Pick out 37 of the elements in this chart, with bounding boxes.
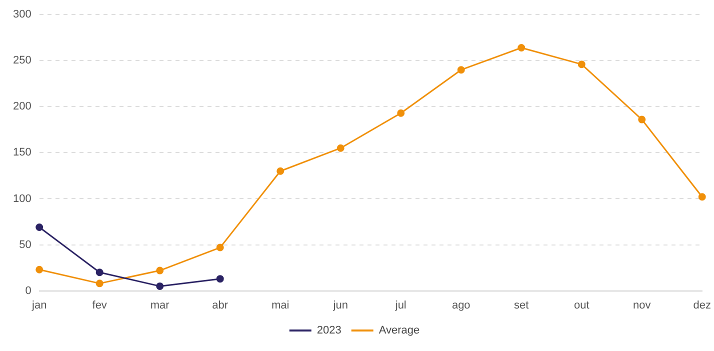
point — [96, 280, 104, 288]
x-tick-label: nov — [633, 299, 652, 312]
legend-label: 2023 — [316, 324, 342, 337]
point — [578, 60, 586, 68]
y-tick-label: 250 — [12, 54, 32, 67]
point — [698, 193, 706, 201]
x-tick-label: out — [574, 299, 590, 312]
x-tick-label: mar — [150, 299, 170, 312]
point — [96, 268, 104, 276]
point — [156, 282, 164, 290]
point — [397, 109, 405, 117]
y-tick-label: 200 — [12, 100, 32, 113]
point — [638, 116, 646, 124]
point — [518, 44, 526, 52]
point — [36, 224, 44, 232]
point — [36, 266, 44, 274]
point — [457, 66, 465, 74]
point — [276, 167, 284, 175]
x-tick-label: dez — [693, 299, 712, 312]
point — [216, 244, 224, 252]
point — [216, 275, 224, 283]
point — [336, 144, 344, 152]
x-tick-label: jun — [332, 299, 348, 312]
legend-label: Average — [378, 324, 420, 337]
y-tick-label: 0 — [25, 284, 32, 297]
x-tick-label: abr — [212, 299, 228, 312]
y-tick-label: 300 — [12, 8, 32, 21]
y-tick-label: 50 — [19, 238, 32, 251]
x-tick-label: ago — [452, 299, 470, 312]
point — [156, 266, 164, 274]
x-tick-label: jan — [31, 299, 47, 312]
x-tick-label: set — [514, 299, 529, 312]
x-tick-label: fev — [92, 299, 108, 312]
x-tick-label: jul — [394, 299, 406, 312]
y-tick-label: 100 — [12, 192, 32, 205]
y-tick-label: 150 — [12, 146, 32, 159]
x-tick-label: mai — [271, 299, 290, 312]
